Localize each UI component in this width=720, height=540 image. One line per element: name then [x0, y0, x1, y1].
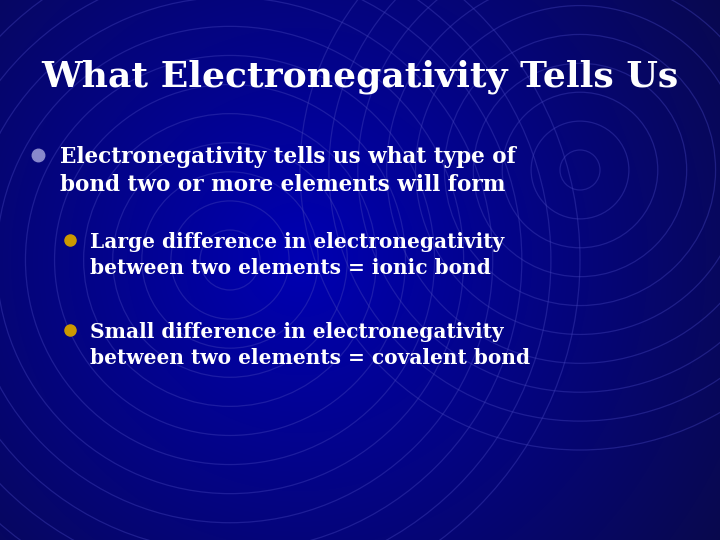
Text: What Electronegativity Tells Us: What Electronegativity Tells Us [41, 60, 679, 94]
Text: Electronegativity tells us what type of
bond two or more elements will form: Electronegativity tells us what type of … [60, 146, 516, 196]
Text: Small difference in electronegativity
between two elements = covalent bond: Small difference in electronegativity be… [90, 322, 530, 368]
Text: Large difference in electronegativity
between two elements = ionic bond: Large difference in electronegativity be… [90, 232, 504, 278]
